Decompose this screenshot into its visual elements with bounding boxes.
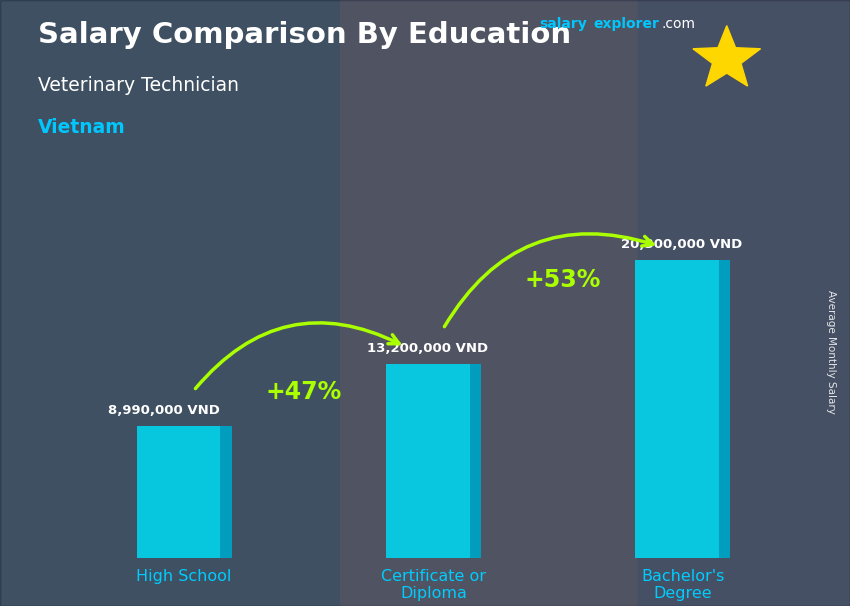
Text: .com: .com (661, 17, 695, 31)
Text: Salary Comparison By Education: Salary Comparison By Education (38, 21, 571, 49)
Text: 20,300,000 VND: 20,300,000 VND (621, 238, 743, 251)
Bar (340, 0, 638, 606)
Bar (636, 260, 730, 558)
Bar (220, 426, 231, 558)
Bar (386, 364, 481, 558)
Text: salary: salary (540, 17, 587, 31)
Text: +53%: +53% (525, 268, 601, 292)
Text: Average Monthly Salary: Average Monthly Salary (826, 290, 836, 413)
Text: 13,200,000 VND: 13,200,000 VND (367, 342, 488, 355)
Bar (719, 260, 730, 558)
Polygon shape (693, 25, 761, 86)
Bar (469, 364, 481, 558)
Text: Veterinary Technician: Veterinary Technician (38, 76, 239, 95)
Text: explorer: explorer (593, 17, 659, 31)
Bar (137, 426, 231, 558)
Bar (638, 0, 850, 606)
Bar (0, 0, 340, 606)
Text: +47%: +47% (266, 380, 342, 404)
Text: Vietnam: Vietnam (38, 118, 126, 137)
Text: 8,990,000 VND: 8,990,000 VND (108, 404, 220, 417)
